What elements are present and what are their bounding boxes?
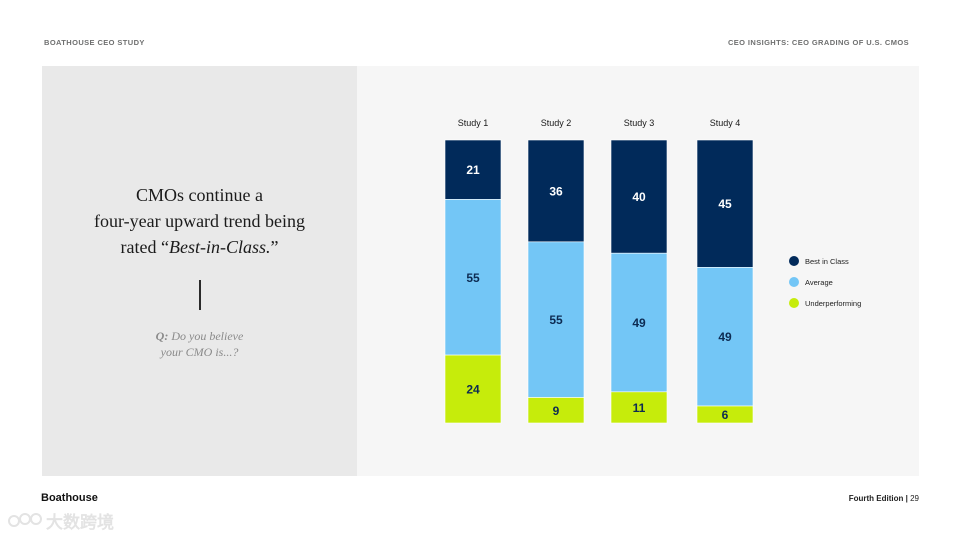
brand-logo: Boathouse — [41, 492, 98, 504]
category-label: Study 1 — [458, 118, 489, 128]
footer-separator: | — [905, 494, 908, 503]
category-label: Study 3 — [624, 118, 655, 128]
data-label: 40 — [632, 190, 646, 204]
data-label: 45 — [718, 197, 732, 211]
question-text-1: Do you believe — [171, 329, 244, 343]
header-left-title: BOATHOUSE CEO STUDY — [44, 38, 145, 47]
footer-page-info: Fourth Edition | 29 — [849, 494, 919, 503]
bar-segment — [610, 391, 668, 424]
bar-segment — [610, 139, 668, 254]
bar-segment — [696, 139, 754, 268]
watermark: 大数跨境 — [8, 508, 114, 533]
header-right-title: CEO INSIGHTS: CEO GRADING OF U.S. CMOs — [727, 38, 909, 47]
legend-label: Best in Class — [805, 257, 849, 266]
data-label: 36 — [549, 184, 563, 198]
question-text-2: your CMO is...? — [160, 345, 239, 359]
headline-line-3: rated “Best-in-Class.” — [42, 234, 357, 260]
data-label: 49 — [632, 316, 646, 330]
data-label: 55 — [466, 271, 480, 285]
headline-emphasis: Best-in-Class. — [168, 237, 271, 257]
headline-line-2: four-year upward trend being — [93, 211, 306, 231]
stacked-bar-chart: Study 1 21 55 24 Study 2 36 55 9 Study 3 40 49 11 St… — [444, 118, 861, 424]
headline-line-3-prefix: rated “ — [120, 237, 169, 257]
legend-swatch — [789, 256, 799, 266]
bar-segment — [444, 354, 502, 424]
bar-segment — [696, 405, 754, 424]
summary-panel: CMOs continue a four-year upward trend b… — [42, 66, 357, 476]
bar-segment — [527, 139, 585, 243]
data-label: 6 — [722, 408, 729, 422]
data-label: 21 — [466, 163, 480, 177]
edition-label: Fourth Edition — [848, 494, 904, 503]
divider-line — [199, 280, 201, 310]
data-label: 11 — [633, 401, 646, 415]
data-label: 9 — [553, 404, 560, 418]
question-label: Q: — [155, 329, 169, 343]
data-label: 55 — [549, 313, 563, 327]
bar-segment — [610, 252, 668, 393]
data-label: 49 — [718, 330, 732, 344]
headline-line-3-suffix: ” — [270, 237, 279, 257]
legend-swatch — [789, 298, 799, 308]
category-label: Study 2 — [541, 118, 572, 128]
bar-segment — [444, 139, 502, 200]
legend-label: Underperforming — [805, 299, 861, 308]
bar-segment — [444, 199, 502, 356]
legend-label: Average — [805, 278, 833, 287]
watermark-text: 大数跨境 — [46, 513, 114, 533]
survey-question: Q: Do you believe your CMO is...? — [42, 328, 357, 360]
legend-swatch — [789, 277, 799, 287]
category-label: Study 4 — [710, 118, 741, 128]
headline: CMOs continue a four-year upward trend b… — [42, 182, 357, 260]
page-number: 29 — [910, 494, 919, 503]
watermark-icon — [8, 512, 42, 527]
headline-line-1: CMOs continue a — [136, 185, 263, 205]
question-line-1: Q: Do you believe — [42, 328, 357, 344]
data-label: 24 — [466, 383, 480, 397]
bar-segment — [527, 397, 585, 424]
